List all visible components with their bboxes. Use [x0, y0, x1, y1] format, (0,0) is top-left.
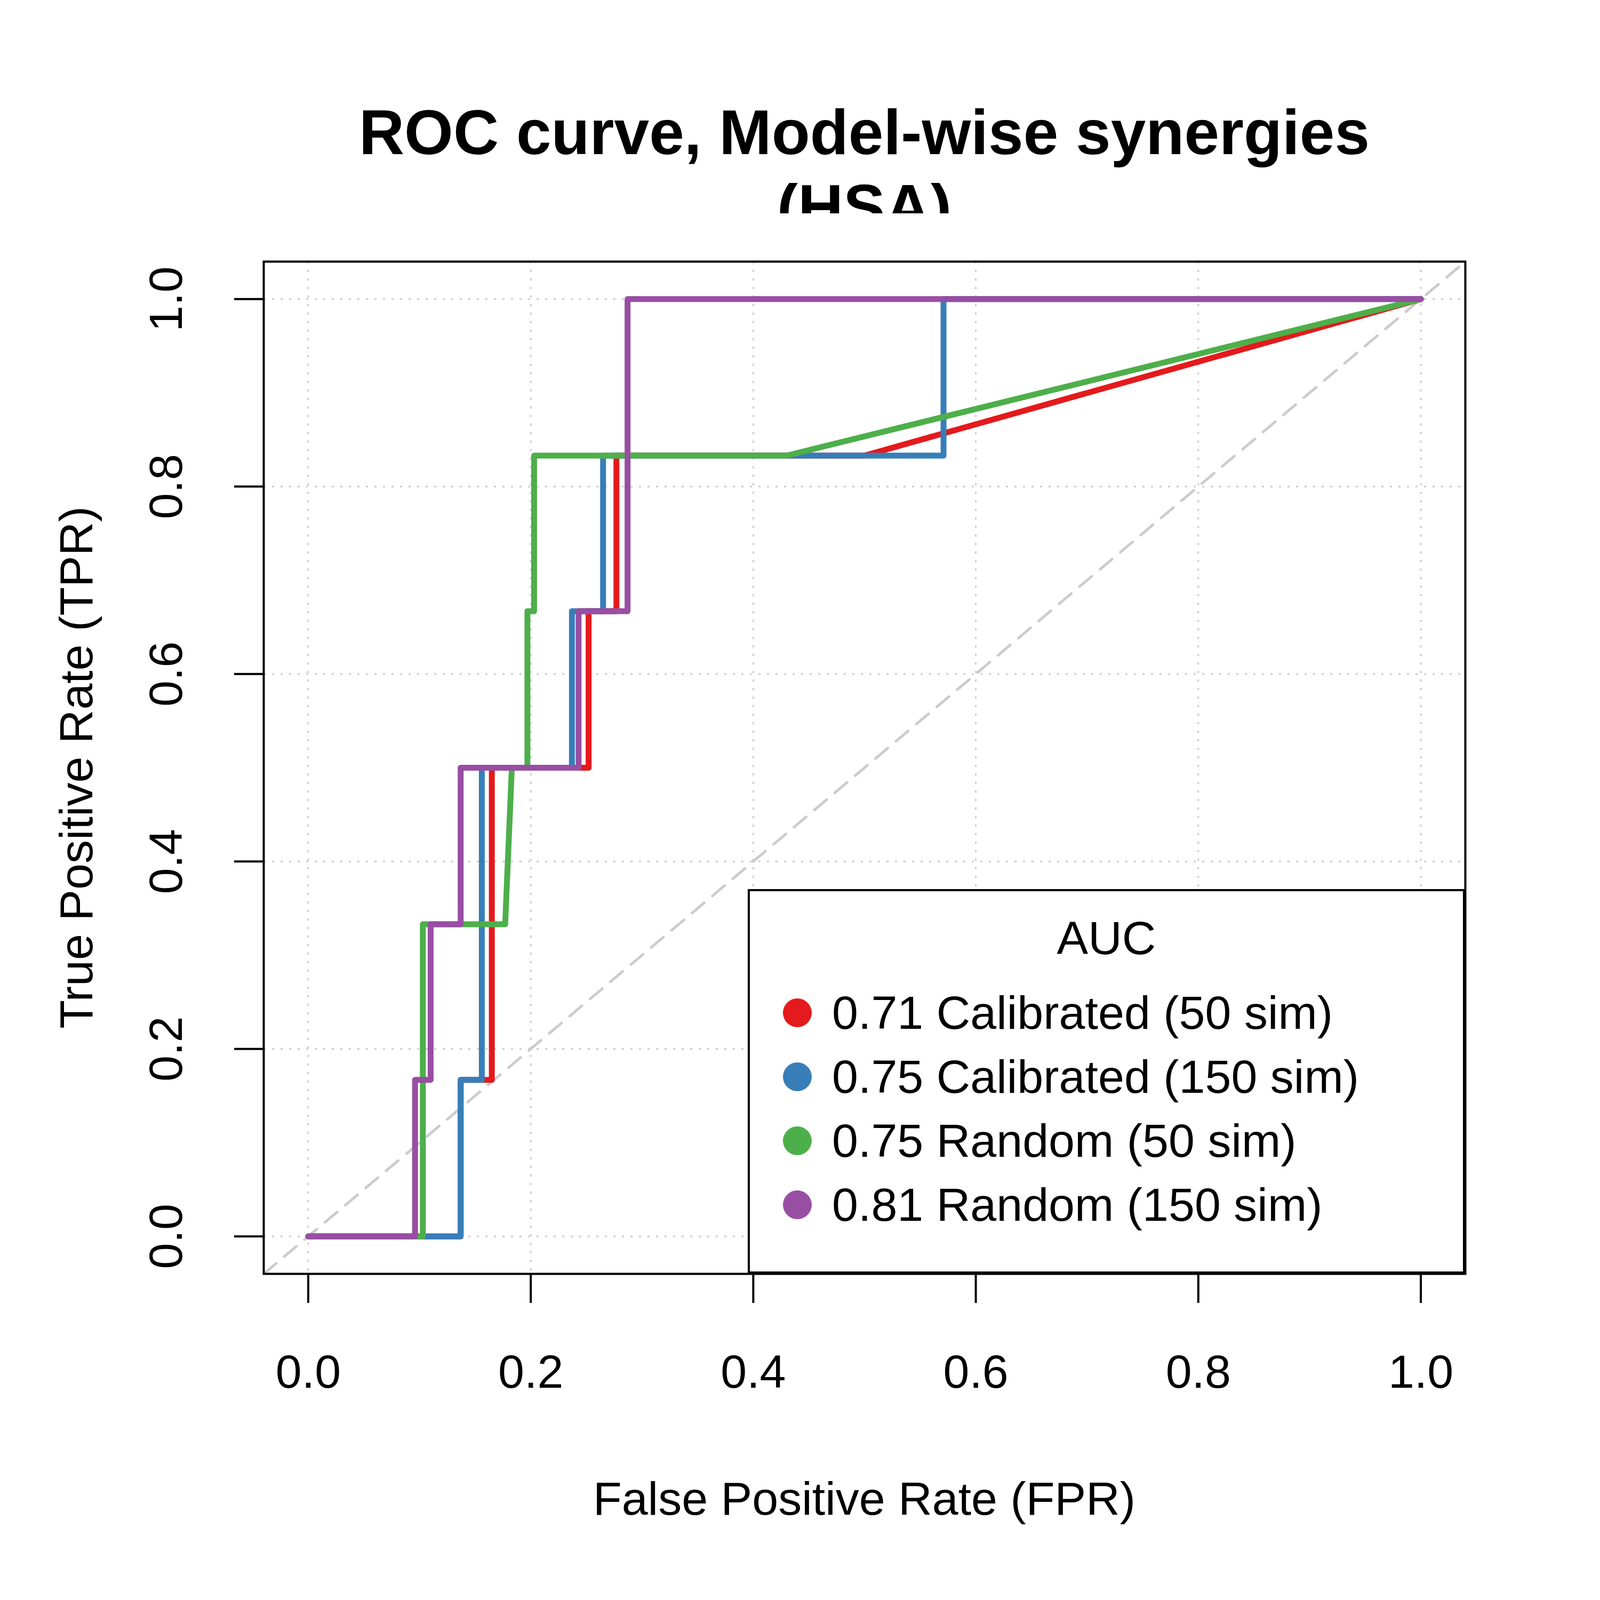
svg-text:0.0: 0.0 — [275, 1345, 341, 1398]
svg-text:0.6: 0.6 — [139, 641, 192, 707]
svg-text:1.0: 1.0 — [1388, 1345, 1454, 1398]
svg-text:0.8: 0.8 — [139, 453, 192, 519]
html-text:AUC: AUC — [1056, 911, 1156, 965]
html-text:False Positive Rate (FPR): False Positive Rate (FPR) — [593, 1472, 1136, 1525]
svg-text:0.2: 0.2 — [498, 1345, 564, 1398]
html-text:0.75 Calibrated (150 sim): 0.75 Calibrated (150 sim) — [832, 1050, 1359, 1103]
svg-text:0.0: 0.0 — [139, 1203, 192, 1269]
svg-text:1.0: 1.0 — [139, 266, 192, 332]
html-text:True Positive Rate (TPR): True Positive Rate (TPR) — [49, 506, 103, 1029]
html-text:0.75 Random (50 sim): 0.75 Random (50 sim) — [832, 1114, 1297, 1167]
svg-text:0.6: 0.6 — [942, 1345, 1008, 1398]
html-text:0.71 Calibrated (50 sim): 0.71 Calibrated (50 sim) — [832, 986, 1333, 1039]
html-text:ROC curve, Model-wise synergie: ROC curve, Model-wise synergies (HSA) — [358, 97, 1370, 243]
svg-text:0.2: 0.2 — [139, 1016, 192, 1082]
svg-text:0.8: 0.8 — [1165, 1345, 1231, 1398]
html-text:0.81 Random (150 sim): 0.81 Random (150 sim) — [832, 1178, 1323, 1231]
svg-text:0.4: 0.4 — [139, 828, 192, 894]
svg-text:0.4: 0.4 — [720, 1345, 786, 1398]
